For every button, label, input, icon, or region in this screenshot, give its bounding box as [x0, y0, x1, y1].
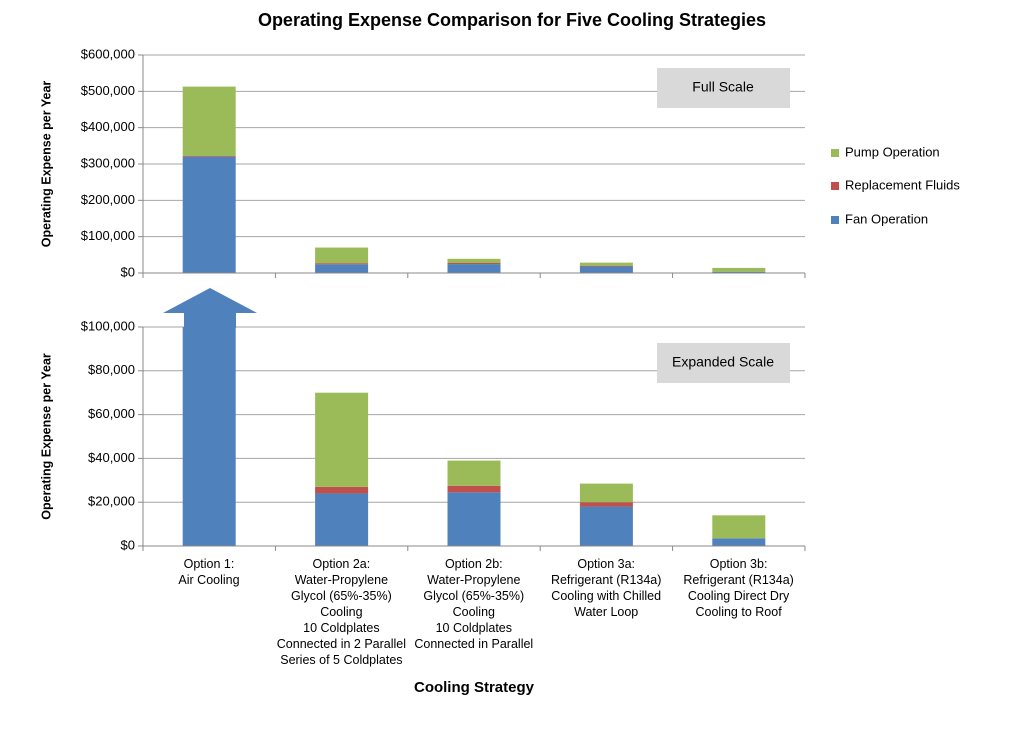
bar [447, 263, 501, 265]
x-axis-label: Cooling Strategy [414, 679, 535, 696]
bar [315, 486, 369, 494]
bar [579, 483, 633, 503]
bar [579, 506, 633, 546]
bar [447, 485, 501, 493]
bar [712, 538, 766, 546]
bar [712, 271, 766, 273]
x-tick-label: Option 3b: Refrigerant (R134a) Cooling D… [683, 557, 794, 619]
y-tick-label: $500,000 [81, 83, 135, 98]
y-tick-label: $600,000 [81, 46, 135, 61]
bar [447, 258, 501, 264]
legend-label: Fan Operation [845, 211, 928, 226]
bar [447, 264, 501, 273]
bar [579, 262, 633, 266]
y-tick-label: $200,000 [81, 192, 135, 207]
legend-swatch [831, 182, 839, 190]
legend-swatch [831, 149, 839, 157]
legend-swatch [831, 216, 839, 224]
y-axis-label: Operating Expense per Year [39, 353, 53, 520]
y-tick-label: $0 [121, 264, 135, 279]
bar [712, 267, 766, 272]
y-tick-label: $100,000 [81, 228, 135, 243]
bar [447, 492, 501, 546]
bar [315, 247, 369, 264]
y-tick-label: $20,000 [88, 494, 135, 509]
y-tick-label: $60,000 [88, 406, 135, 421]
y-tick-label: $300,000 [81, 155, 135, 170]
bar [579, 502, 633, 507]
chart-title: Operating Expense Comparison for Five Co… [258, 10, 766, 30]
bar [315, 264, 369, 273]
annotation: Expanded Scale [672, 354, 774, 370]
bar [447, 460, 501, 486]
bar [182, 86, 236, 157]
bar [315, 263, 369, 265]
annotation-box [657, 343, 790, 383]
bar [182, 156, 236, 157]
legend-label: Replacement Fluids [845, 177, 960, 192]
y-tick-label: $0 [121, 537, 135, 552]
y-tick-label: $80,000 [88, 362, 135, 377]
bar [182, 327, 236, 546]
x-tick-label: Option 1: Air Cooling [178, 557, 240, 587]
bar [712, 515, 766, 539]
bar [579, 266, 633, 273]
bar [315, 493, 369, 546]
annotation: Full Scale [692, 79, 754, 95]
y-tick-label: $400,000 [81, 119, 135, 134]
bars [182, 327, 766, 546]
annotation-box [657, 68, 790, 108]
bar [579, 265, 633, 267]
legend-label: Pump Operation [845, 144, 940, 159]
y-tick-label: $40,000 [88, 450, 135, 465]
bar [315, 392, 369, 487]
y-tick-label: $100,000 [81, 318, 135, 333]
x-tick-label: Option 3a: Refrigerant (R134a) Cooling w… [550, 557, 662, 619]
x-tick-label: Option 2b: Water-Propylene Glycol (65%-3… [414, 557, 534, 651]
x-tick-label: Option 2a: Water-Propylene Glycol (65%-3… [276, 557, 407, 667]
y-axis-label: Operating Expense per Year [39, 81, 53, 248]
bars [182, 86, 766, 273]
overflow-arrow [163, 288, 257, 328]
bar [182, 156, 236, 273]
